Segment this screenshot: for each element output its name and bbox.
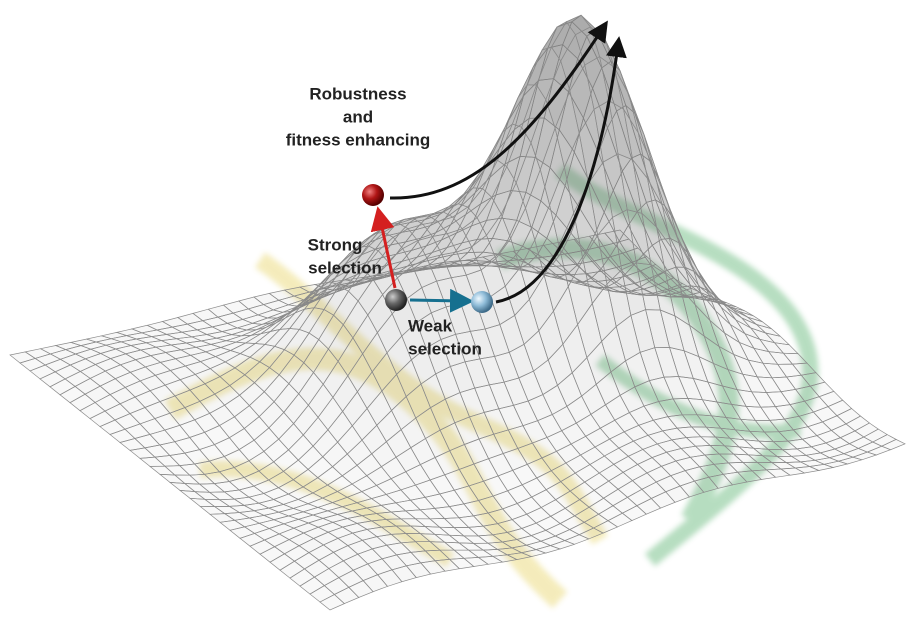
path-arrow: [495, 36, 627, 304]
weak-arrow: [409, 288, 474, 313]
path-arrow: [389, 20, 608, 200]
red-ball: [362, 184, 384, 206]
surface-mesh: [9, 14, 906, 611]
label: Robustness: [309, 84, 406, 103]
gray-ball: [385, 289, 407, 311]
label: Strong: [308, 235, 363, 254]
label: selection: [308, 258, 382, 277]
strong-arrow: [370, 206, 397, 289]
label: Weak: [408, 316, 453, 335]
label: fitness enhancing: [286, 130, 431, 149]
mesh-cell: [319, 594, 346, 611]
label: selection: [408, 339, 482, 358]
blue-ball: [471, 291, 493, 313]
label: and: [343, 107, 373, 126]
